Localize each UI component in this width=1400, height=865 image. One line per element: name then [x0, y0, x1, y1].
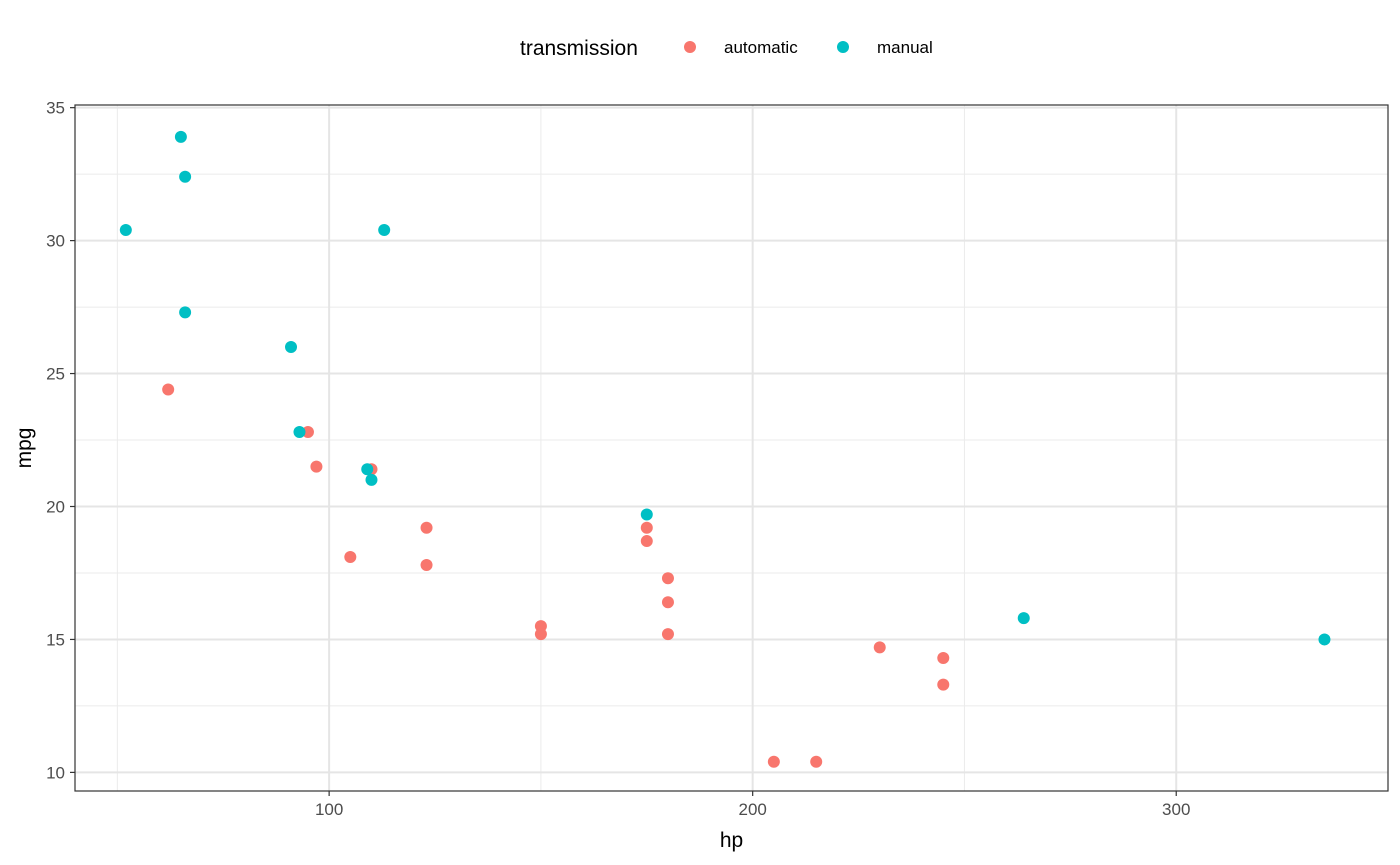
data-point-automatic	[301, 426, 314, 439]
data-point-manual	[174, 130, 187, 143]
data-point-manual	[640, 508, 653, 521]
legend-key-automatic	[684, 41, 696, 53]
legend-title: transmission	[520, 37, 638, 60]
data-point-automatic	[661, 596, 674, 609]
minor-gridlines	[75, 105, 1388, 791]
data-point-manual	[119, 223, 132, 236]
data-point-manual	[378, 223, 391, 236]
y-tick-label: 10	[46, 763, 65, 782]
data-point-automatic	[640, 535, 653, 548]
data-point-automatic	[767, 755, 780, 768]
data-point-automatic	[810, 755, 823, 768]
y-tick-label: 35	[46, 99, 65, 118]
data-point-automatic	[937, 652, 950, 665]
plot-panel	[74, 104, 1389, 792]
legend: transmission automatic manual	[520, 37, 933, 60]
data-point-automatic	[937, 678, 950, 691]
data-point-automatic	[344, 551, 357, 564]
x-tick-label: 200	[738, 800, 766, 819]
legend-label-automatic: automatic	[724, 38, 798, 57]
data-point-manual	[1017, 612, 1030, 625]
data-point-manual	[179, 306, 192, 319]
data-point-automatic	[661, 628, 674, 641]
major-gridlines	[75, 105, 1388, 791]
data-point-automatic	[640, 521, 653, 534]
y-tick-label: 20	[46, 497, 65, 516]
data-point-automatic	[420, 558, 433, 571]
y-tick-label: 25	[46, 365, 65, 384]
y-tick-label: 15	[46, 630, 65, 649]
data-point-manual	[361, 463, 374, 476]
x-tick-label: 100	[315, 800, 343, 819]
data-point-automatic	[420, 521, 433, 534]
data-point-manual	[293, 426, 306, 439]
x-axis: 100 200 300	[315, 791, 1190, 819]
data-point-automatic	[310, 460, 323, 473]
data-point-manual	[365, 473, 378, 486]
data-point-automatic	[873, 641, 886, 654]
data-point-manual	[1318, 633, 1331, 646]
data-point-manual	[285, 340, 298, 353]
legend-key-manual	[837, 41, 849, 53]
legend-label-manual: manual	[877, 38, 933, 57]
x-tick-label: 300	[1162, 800, 1190, 819]
y-tick-label: 30	[46, 232, 65, 251]
y-axis: 10 15 20 25 30 35	[46, 99, 75, 782]
data-point-automatic	[534, 628, 547, 641]
data-point-automatic	[661, 572, 674, 585]
panel-border	[74, 104, 1389, 792]
y-axis-title: mpg	[13, 428, 36, 469]
data-point-automatic	[162, 383, 175, 396]
x-axis-title: hp	[720, 829, 743, 852]
data-point-manual	[179, 170, 192, 183]
data-points	[119, 130, 1331, 768]
